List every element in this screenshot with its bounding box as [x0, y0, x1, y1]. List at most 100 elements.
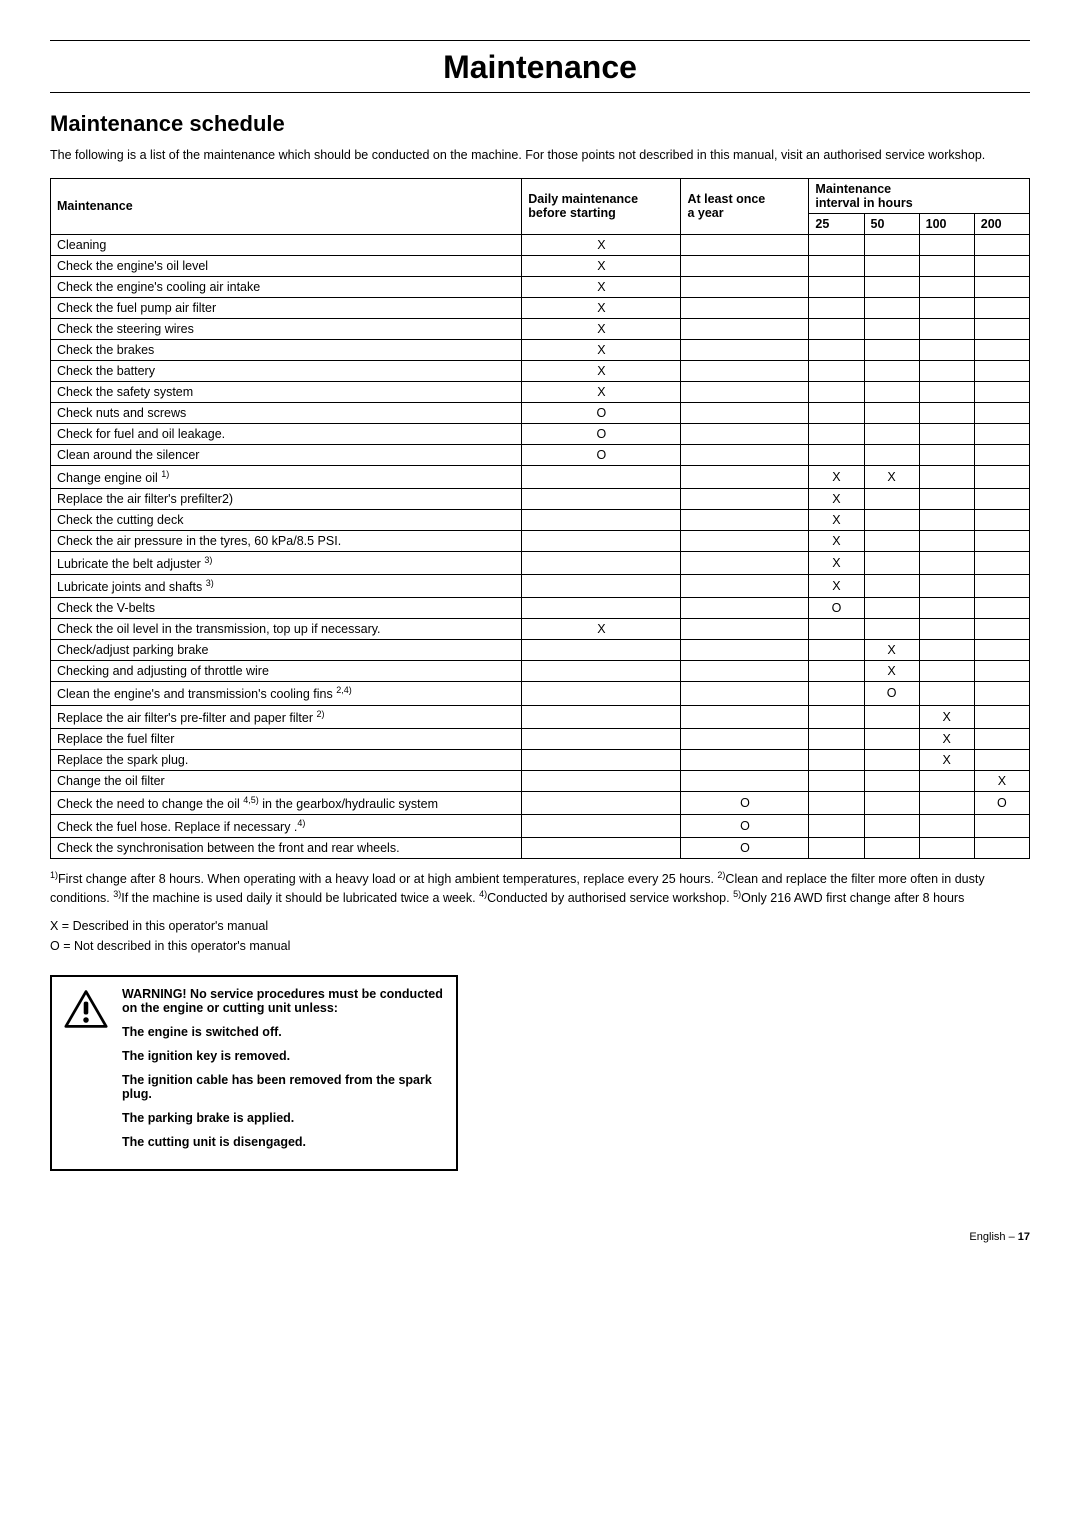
cell-h100 — [919, 360, 974, 381]
cell-h100 — [919, 276, 974, 297]
cell-daily: O — [522, 444, 681, 465]
cell-daily — [522, 640, 681, 661]
table-row: Check the synchronisation between the fr… — [51, 837, 1030, 858]
cell-h200 — [974, 276, 1029, 297]
cell-h50: O — [864, 682, 919, 705]
cell-h100 — [919, 297, 974, 318]
cell-h50 — [864, 234, 919, 255]
cell-h25 — [809, 402, 864, 423]
cell-daily — [522, 749, 681, 770]
cell-daily — [522, 552, 681, 575]
header-interval: Maintenance interval in hours — [809, 178, 1030, 213]
cell-year — [681, 402, 809, 423]
cell-year — [681, 489, 809, 510]
top-rule — [50, 40, 1030, 41]
cell-h50 — [864, 770, 919, 791]
warning-text: WARNING! No service procedures must be c… — [122, 987, 444, 1159]
cell-task: Check the brakes — [51, 339, 522, 360]
footer-lang: English — [969, 1231, 1005, 1243]
cell-h200 — [974, 402, 1029, 423]
cell-h25: X — [809, 489, 864, 510]
cell-h25: X — [809, 552, 864, 575]
cell-year: O — [681, 791, 809, 814]
cell-h100 — [919, 339, 974, 360]
cell-task: Check the V-belts — [51, 598, 522, 619]
cell-daily: X — [522, 276, 681, 297]
cell-daily: X — [522, 297, 681, 318]
cell-daily — [522, 791, 681, 814]
cell-h25 — [809, 619, 864, 640]
intro-text: The following is a list of the maintenan… — [50, 147, 1030, 164]
cell-h25 — [809, 749, 864, 770]
cell-h50 — [864, 510, 919, 531]
cell-daily — [522, 705, 681, 728]
cell-h25 — [809, 770, 864, 791]
warning-line: WARNING! No service procedures must be c… — [122, 987, 444, 1015]
cell-h25 — [809, 297, 864, 318]
cell-h50 — [864, 318, 919, 339]
cell-h50 — [864, 402, 919, 423]
cell-h200 — [974, 381, 1029, 402]
cell-h200 — [974, 728, 1029, 749]
cell-daily — [522, 837, 681, 858]
cell-h100 — [919, 552, 974, 575]
cell-task: Change engine oil 1) — [51, 465, 522, 488]
cell-daily: X — [522, 339, 681, 360]
table-row: Check the safety systemX — [51, 381, 1030, 402]
cell-year — [681, 423, 809, 444]
cell-task: Check for fuel and oil leakage. — [51, 423, 522, 444]
cell-h100 — [919, 770, 974, 791]
table-row: Clean around the silencerO — [51, 444, 1030, 465]
cell-h25 — [809, 381, 864, 402]
cell-h50: X — [864, 661, 919, 682]
header-100: 100 — [919, 213, 974, 234]
cell-task: Replace the air filter's prefilter2) — [51, 489, 522, 510]
table-row: Check the steering wiresX — [51, 318, 1030, 339]
cell-h50 — [864, 791, 919, 814]
cell-h200 — [974, 598, 1029, 619]
cell-h50 — [864, 423, 919, 444]
cell-h50: X — [864, 640, 919, 661]
cell-h25 — [809, 682, 864, 705]
cell-year — [681, 465, 809, 488]
cell-year — [681, 640, 809, 661]
cell-task: Checking and adjusting of throttle wire — [51, 661, 522, 682]
cell-year — [681, 297, 809, 318]
cell-h25 — [809, 276, 864, 297]
cell-daily: X — [522, 360, 681, 381]
cell-year — [681, 339, 809, 360]
cell-h50 — [864, 705, 919, 728]
cell-h200 — [974, 465, 1029, 488]
cell-h25: X — [809, 575, 864, 598]
cell-year — [681, 552, 809, 575]
cell-h100 — [919, 598, 974, 619]
cell-task: Check the synchronisation between the fr… — [51, 837, 522, 858]
cell-daily: X — [522, 255, 681, 276]
cell-h100 — [919, 682, 974, 705]
cell-task: Clean around the silencer — [51, 444, 522, 465]
cell-h50: X — [864, 465, 919, 488]
cell-daily: X — [522, 619, 681, 640]
cell-h100 — [919, 661, 974, 682]
cell-h200 — [974, 444, 1029, 465]
cell-h100 — [919, 402, 974, 423]
cell-h25 — [809, 234, 864, 255]
cell-daily — [522, 661, 681, 682]
cell-task: Check the fuel hose. Replace if necessar… — [51, 814, 522, 837]
cell-h100 — [919, 837, 974, 858]
section-title: Maintenance schedule — [50, 111, 1030, 137]
table-row: Lubricate the belt adjuster 3)X — [51, 552, 1030, 575]
cell-h200 — [974, 749, 1029, 770]
cell-daily: O — [522, 402, 681, 423]
cell-h50 — [864, 297, 919, 318]
header-50: 50 — [864, 213, 919, 234]
table-row: Check the engine's oil levelX — [51, 255, 1030, 276]
table-row: Check the engine's cooling air intakeX — [51, 276, 1030, 297]
cell-h50 — [864, 575, 919, 598]
table-row: Check the need to change the oil 4,5) in… — [51, 791, 1030, 814]
header-interval-l2: interval in hours — [815, 196, 912, 210]
warning-box: WARNING! No service procedures must be c… — [50, 975, 458, 1171]
cell-year — [681, 444, 809, 465]
cell-daily: O — [522, 423, 681, 444]
cell-daily: X — [522, 318, 681, 339]
